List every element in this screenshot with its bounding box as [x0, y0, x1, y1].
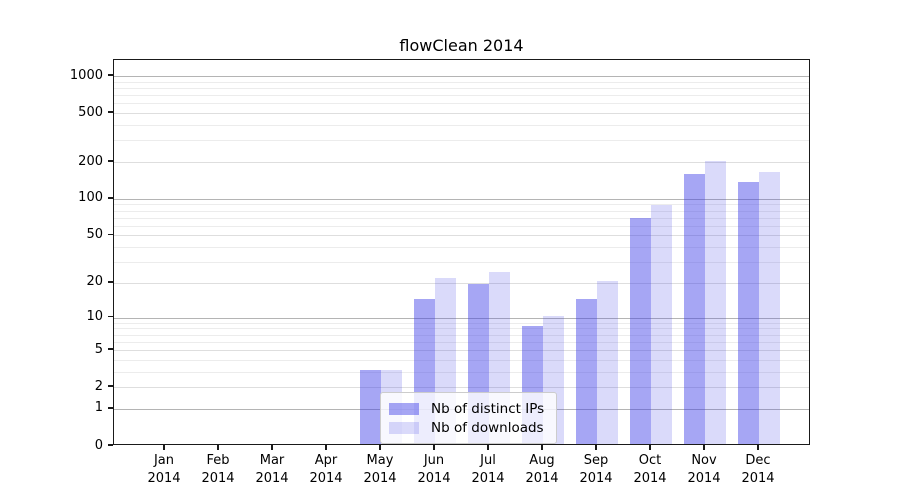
y-gridline	[114, 328, 809, 330]
y-tick-mark	[108, 444, 113, 446]
x-tick-label: Jun 2014	[417, 453, 451, 486]
x-tick-mark	[433, 445, 435, 450]
y-gridline	[114, 341, 809, 343]
bar-distinct-ips	[630, 218, 651, 444]
y-tick-mark	[108, 407, 113, 409]
y-tick-label: 50	[86, 226, 103, 242]
y-gridline	[114, 210, 809, 212]
y-tick-mark	[108, 281, 113, 283]
legend-swatch-downloads-icon	[389, 421, 419, 434]
x-tick-mark	[649, 445, 651, 450]
y-tick-mark	[108, 74, 113, 76]
y-tick-label: 0	[94, 437, 103, 453]
y-tick-label: 200	[78, 153, 103, 169]
y-tick-mark	[108, 160, 113, 162]
y-gridline	[114, 247, 809, 249]
y-tick-label: 10	[86, 309, 103, 325]
legend-item-downloads: Nb of downloads	[389, 418, 544, 437]
legend-label: Nb of distinct IPs	[431, 400, 545, 417]
y-gridline	[114, 204, 809, 206]
bar-downloads	[597, 280, 618, 444]
y-gridline	[114, 262, 809, 264]
y-gridline	[114, 225, 809, 227]
x-tick-label: Jul 2014	[471, 453, 505, 486]
bar-distinct-ips	[684, 173, 705, 444]
y-gridline	[114, 371, 809, 373]
plot-area	[113, 59, 810, 445]
y-tick-mark	[108, 348, 113, 350]
y-gridline	[114, 350, 809, 352]
x-tick-mark	[379, 445, 381, 450]
y-tick-mark	[108, 197, 113, 199]
y-gridline	[114, 162, 809, 164]
x-tick-label: Oct 2014	[633, 453, 667, 486]
x-tick-mark	[271, 445, 273, 450]
x-tick-label: Apr 2014	[309, 453, 343, 486]
x-tick-label: Aug 2014	[525, 453, 559, 486]
x-tick-mark	[217, 445, 219, 450]
y-gridline	[114, 235, 809, 237]
legend-swatch-distinct-ips-icon	[389, 402, 419, 415]
x-tick-mark	[163, 445, 165, 450]
x-tick-label: Sep 2014	[579, 453, 613, 486]
y-gridline	[114, 113, 809, 115]
bar-downloads	[651, 205, 672, 444]
y-tick-label: 1000	[69, 67, 103, 83]
bar-distinct-ips	[738, 182, 759, 444]
x-tick-mark	[487, 445, 489, 450]
bar-downloads	[705, 161, 726, 444]
x-tick-mark	[541, 445, 543, 450]
y-gridline	[114, 282, 809, 284]
y-gridline	[114, 125, 809, 127]
legend-label: Nb of downloads	[431, 419, 544, 436]
y-gridline	[114, 322, 809, 324]
y-gridline	[114, 81, 809, 83]
bar-downloads	[759, 171, 780, 444]
y-gridline	[114, 217, 809, 219]
y-tick-mark	[108, 315, 113, 318]
y-tick-label: 100	[78, 190, 103, 206]
y-tick-label: 2	[94, 378, 103, 394]
y-gridline	[114, 76, 809, 78]
x-tick-mark	[325, 445, 327, 450]
y-tick-label: 5	[94, 341, 103, 357]
y-gridline	[114, 87, 809, 89]
x-tick-label: Jan 2014	[147, 453, 181, 486]
legend: Nb of distinct IPs Nb of downloads	[380, 392, 558, 444]
y-gridline	[114, 103, 809, 105]
legend-item-distinct-ips: Nb of distinct IPs	[389, 399, 544, 418]
y-tick-mark	[108, 111, 113, 113]
y-gridline	[114, 334, 809, 336]
x-tick-label: Dec 2014	[741, 453, 775, 486]
x-tick-label: Feb 2014	[201, 453, 235, 486]
y-tick-label: 20	[86, 274, 103, 290]
y-gridline	[114, 140, 809, 142]
y-tick-label: 1	[94, 400, 103, 416]
y-gridline	[114, 359, 809, 361]
x-tick-label: Nov 2014	[687, 453, 721, 486]
x-tick-mark	[595, 445, 597, 450]
y-tick-mark	[108, 233, 113, 236]
x-tick-label: May 2014	[363, 453, 397, 486]
chart-title: flowClean 2014	[399, 36, 524, 55]
x-tick-mark	[757, 445, 759, 450]
y-gridline	[114, 317, 809, 319]
y-gridline	[114, 198, 809, 200]
y-tick-mark	[108, 385, 113, 387]
bar-distinct-ips	[576, 299, 597, 444]
y-tick-label: 500	[78, 104, 103, 120]
y-gridline	[114, 387, 809, 389]
bar-distinct-ips	[360, 369, 381, 444]
x-tick-mark	[703, 445, 705, 450]
x-tick-label: Mar 2014	[255, 453, 289, 486]
y-gridline	[114, 95, 809, 97]
